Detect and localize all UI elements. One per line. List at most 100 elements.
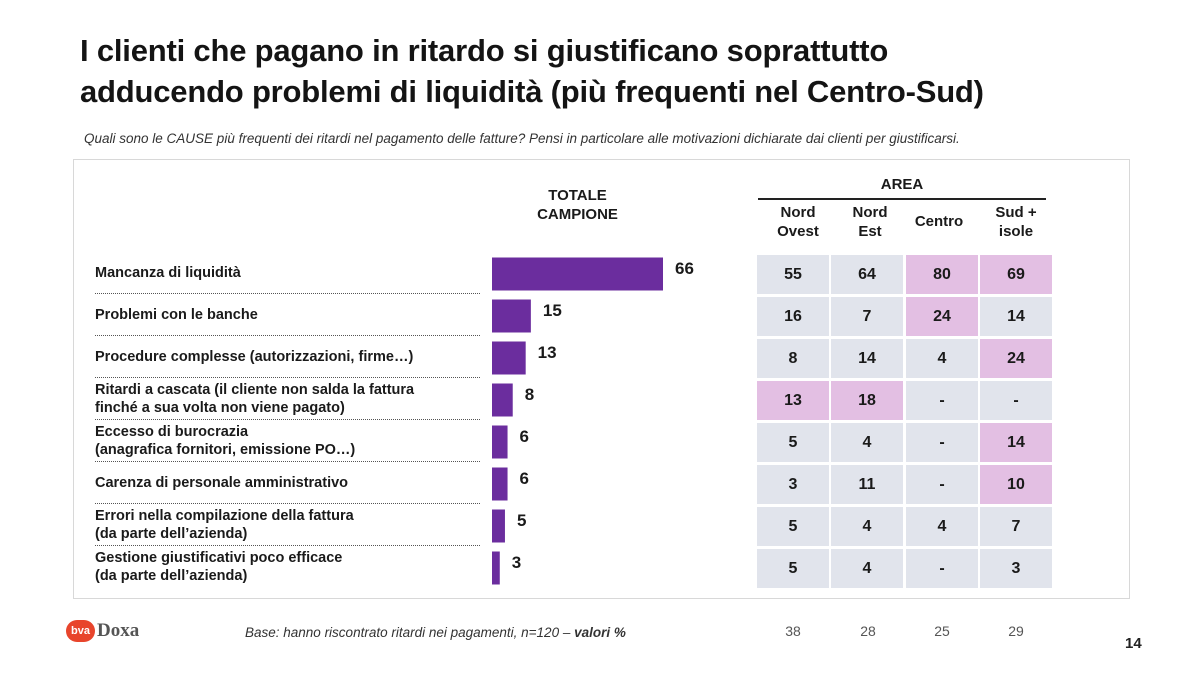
row-separator xyxy=(95,377,480,378)
area-cell: 24 xyxy=(980,339,1052,378)
bar xyxy=(492,551,500,585)
row-separator xyxy=(95,293,480,294)
base-sud-isole: 29 xyxy=(1008,623,1024,639)
area-cell: 18 xyxy=(831,381,903,420)
row-label: Problemi con le banche xyxy=(95,306,475,324)
base-nord-ovest: 38 xyxy=(785,623,801,639)
col-head-centro: Centro xyxy=(904,212,974,231)
area-cell: 4 xyxy=(906,507,978,546)
base-footnote: Base: hanno riscontrato ritardi nei paga… xyxy=(245,625,626,640)
area-cell: 16 xyxy=(757,297,829,336)
col-head-nord-est: Nord Est xyxy=(835,203,905,241)
row-label: Procedure complesse (autorizzazioni, fir… xyxy=(95,348,475,366)
bar-value-label: 15 xyxy=(543,301,562,320)
bar-value-label: 6 xyxy=(520,427,529,446)
bva-doxa-logo: bva Doxa xyxy=(66,620,139,642)
row-label-line: (da parte dell’azienda) xyxy=(95,526,248,542)
area-cell: 4 xyxy=(831,423,903,462)
area-cell: 14 xyxy=(980,297,1052,336)
area-cell: 7 xyxy=(831,297,903,336)
area-cell: - xyxy=(906,423,978,462)
row-separator xyxy=(95,503,480,504)
row-label: Eccesso di burocrazia (anagrafica fornito… xyxy=(95,423,475,459)
row-label: Ritardi a cascata (il cliente non salda … xyxy=(95,381,475,417)
area-cell: 10 xyxy=(980,465,1052,504)
bar xyxy=(492,467,508,501)
area-cell: 24 xyxy=(906,297,978,336)
row-label-line: Gestione giustificativi poco efficace xyxy=(95,550,343,566)
area-cell: 64 xyxy=(831,255,903,294)
total-header-line: CAMPIONE xyxy=(537,206,618,223)
area-cell: - xyxy=(906,549,978,588)
row-label-line: (anagrafica fornitori, emissione PO…) xyxy=(95,442,356,458)
row-label: Gestione giustificativi poco efficace (da… xyxy=(95,549,475,585)
area-cell: - xyxy=(980,381,1052,420)
row-label-line: Errori nella compilazione della fattura xyxy=(95,508,354,524)
area-cell: - xyxy=(906,381,978,420)
col-head-line: Nord xyxy=(780,204,816,221)
area-cell: - xyxy=(906,465,978,504)
area-cell: 14 xyxy=(980,423,1052,462)
row-separator xyxy=(95,335,480,336)
area-cell: 5 xyxy=(757,549,829,588)
row-separator xyxy=(95,545,480,546)
col-head-line: isole xyxy=(998,223,1034,240)
total-column-header: TOTALE CAMPIONE xyxy=(520,186,635,224)
row-label-line: Ritardi a cascata (il cliente non salda … xyxy=(95,382,415,398)
bar xyxy=(492,257,663,291)
row-separator xyxy=(95,461,480,462)
table-frame xyxy=(73,159,1130,599)
row-label-line: Carenza di personale amministrativo xyxy=(95,475,349,491)
row-label-line: Mancanza di liquidità xyxy=(95,265,241,281)
row-label-line: (da parte dell’azienda) xyxy=(95,568,248,584)
area-cell: 4 xyxy=(831,549,903,588)
bar-value-label: 66 xyxy=(675,259,694,278)
area-header-rule xyxy=(758,198,1046,200)
bar-value-label: 3 xyxy=(512,553,521,572)
bar xyxy=(492,341,526,375)
base-centro: 25 xyxy=(934,623,950,639)
area-cell: 3 xyxy=(757,465,829,504)
row-label-line: Procedure complesse (autorizzazioni, fir… xyxy=(95,349,414,365)
col-head-line: Ovest xyxy=(777,223,819,240)
area-cell: 5 xyxy=(757,423,829,462)
area-cell: 5 xyxy=(757,507,829,546)
row-label: Mancanza di liquidità xyxy=(95,264,475,282)
bar-value-label: 13 xyxy=(538,343,557,362)
row-label-line: Problemi con le banche xyxy=(95,307,258,323)
area-cell: 3 xyxy=(980,549,1052,588)
bar xyxy=(492,299,531,333)
area-cell: 69 xyxy=(980,255,1052,294)
row-label: Carenza di personale amministrativo xyxy=(95,474,475,492)
title-line: I clienti che pagano in ritardo si giust… xyxy=(80,33,889,68)
survey-question: Quali sono le CAUSE più frequenti dei ri… xyxy=(84,131,960,146)
footnote-bold: valori % xyxy=(574,625,626,640)
col-head-sud-isole: Sud + isole xyxy=(981,203,1051,241)
page-number: 14 xyxy=(1125,635,1142,652)
area-cell: 14 xyxy=(831,339,903,378)
col-head-line: Nord xyxy=(852,204,888,221)
row-label: Errori nella compilazione della fattura (… xyxy=(95,507,475,543)
footnote-text: Base: hanno riscontrato ritardi nei paga… xyxy=(245,625,575,640)
area-cell: 55 xyxy=(757,255,829,294)
bar xyxy=(492,509,505,543)
area-header: AREA xyxy=(880,176,924,193)
row-label-line: finché a sua volta non viene pagato) xyxy=(95,400,345,416)
col-head-line: Est xyxy=(858,223,882,240)
col-head-nord-ovest: Nord Ovest xyxy=(763,203,833,241)
area-cell: 4 xyxy=(831,507,903,546)
area-cell: 13 xyxy=(757,381,829,420)
logo-badge: bva xyxy=(66,620,95,642)
area-cell: 80 xyxy=(906,255,978,294)
area-cell: 8 xyxy=(757,339,829,378)
total-header-line: TOTALE xyxy=(548,187,607,204)
title-line: adducendo problemi di liquidità (più fre… xyxy=(80,74,984,109)
row-label-line: Eccesso di burocrazia xyxy=(95,424,249,440)
col-head-line: Centro xyxy=(914,213,964,230)
slide-title: I clienti che pagano in ritardo si giust… xyxy=(80,30,1170,112)
base-nord-est: 28 xyxy=(860,623,876,639)
area-cell: 4 xyxy=(906,339,978,378)
col-head-line: Sud + xyxy=(995,204,1037,221)
bar-value-label: 6 xyxy=(520,469,529,488)
bar xyxy=(492,425,508,459)
